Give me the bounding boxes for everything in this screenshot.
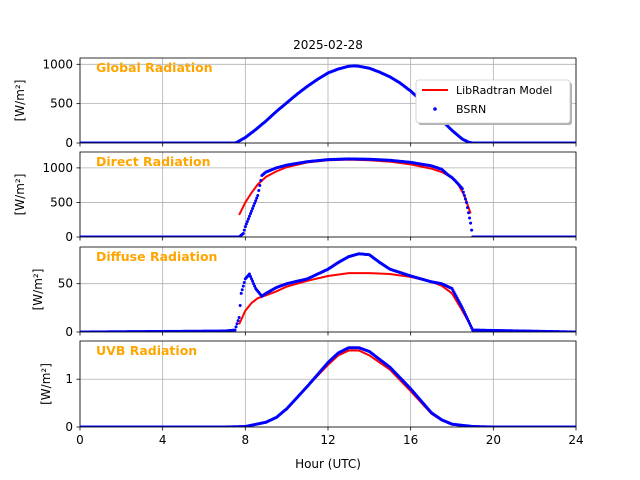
obs-point: [253, 201, 257, 205]
obs-point: [469, 221, 473, 225]
obs-point: [243, 225, 247, 229]
obs-point: [233, 328, 237, 332]
obs-point: [468, 321, 472, 325]
plot-area: [80, 252, 576, 332]
obs-point: [257, 189, 261, 193]
y-tick-label-2: 1000: [42, 57, 73, 71]
obs-point: [467, 211, 471, 215]
y-tick-label-0: 0: [65, 420, 73, 434]
panel-title: Direct Radiation: [96, 154, 211, 169]
obs-point: [247, 214, 251, 218]
obs-point: [462, 194, 466, 198]
obs-point: [250, 209, 254, 213]
y-tick-label-0: 0: [65, 325, 73, 339]
obs-point: [242, 228, 246, 232]
y-tick-label-0: 0: [65, 136, 73, 150]
obs-point: [237, 316, 241, 320]
obs-point: [468, 216, 472, 220]
x-tick-label-2: 8: [242, 433, 250, 447]
y-tick-label-1: 500: [50, 195, 73, 209]
legend-model-label: LibRadtran Model: [456, 84, 552, 97]
x-axis-label: Hour (UTC): [295, 457, 361, 471]
obs-point: [244, 222, 248, 226]
y-axis-label: [W/m²]: [31, 269, 45, 311]
legend: LibRadtran Model BSRN: [415, 79, 572, 125]
panel-2: 0 500 1000 Direct Radiation [W/m²]: [13, 151, 577, 244]
obs-point: [256, 194, 260, 198]
x-tick-label-4: 16: [403, 433, 418, 447]
obs-point: [460, 187, 464, 191]
panel-3: 0 50 Diffuse Radiation [W/m²]: [31, 246, 577, 339]
obs-point: [470, 228, 474, 232]
obs-point: [252, 282, 256, 286]
obs-point: [246, 217, 250, 221]
panel-4: 0 1 0 4 8 12 16 20 24 UVB Radiation [W/m²]: [39, 340, 584, 447]
obs-point: [249, 212, 252, 216]
obs-point: [247, 272, 251, 276]
obs-point: [235, 322, 239, 326]
obs-point: [241, 232, 245, 236]
obs-point: [258, 184, 262, 188]
x-tick-label-1: 4: [159, 433, 167, 447]
obs-point: [255, 196, 259, 200]
obs-point: [234, 325, 238, 329]
obs-point: [242, 281, 246, 284]
obs-point: [238, 303, 242, 307]
x-tick-label-6: 24: [568, 433, 583, 447]
figure-title: 2025-02-28: [293, 38, 363, 52]
x-tick-label-5: 20: [486, 433, 501, 447]
obs-point: [461, 308, 465, 312]
y-axis-label: [W/m²]: [39, 363, 53, 405]
obs-point: [236, 319, 240, 323]
obs-point: [463, 197, 467, 201]
panel-title: Global Radiation: [96, 60, 213, 75]
obs-point: [259, 179, 263, 183]
obs-point: [249, 274, 252, 278]
obs-point: [251, 206, 255, 210]
y-axis-label: [W/m²]: [13, 174, 27, 216]
y-tick-label-0: 0: [65, 230, 73, 244]
y-tick-label-1: 1: [65, 372, 73, 386]
y-tick-label-1: 50: [58, 277, 73, 291]
obs-point: [254, 199, 258, 203]
y-axis-label: [W/m²]: [13, 80, 27, 122]
obs-point: [239, 291, 243, 295]
x-tick-label-0: 0: [76, 433, 84, 447]
y-tick-label-2: 1000: [42, 161, 73, 175]
obs-point: [464, 200, 468, 204]
obs-point: [466, 206, 469, 210]
obs-point: [251, 279, 255, 283]
series-obs-points: [80, 252, 576, 332]
obs-point: [240, 288, 244, 292]
obs-point: [245, 219, 249, 223]
panel-title: UVB Radiation: [96, 343, 197, 358]
obs-point: [253, 284, 257, 288]
obs-point: [461, 190, 465, 194]
panel-title: Diffuse Radiation: [96, 249, 217, 264]
obs-point: [252, 204, 256, 208]
legend-box: [415, 79, 571, 124]
series-model-line: [238, 272, 474, 330]
legend-obs-label: BSRN: [456, 103, 486, 116]
y-tick-label-1: 500: [50, 97, 73, 111]
x-tick-label-3: 12: [320, 433, 335, 447]
obs-point: [241, 284, 245, 288]
legend-obs-swatch: [433, 107, 437, 111]
obs-point: [250, 277, 254, 281]
